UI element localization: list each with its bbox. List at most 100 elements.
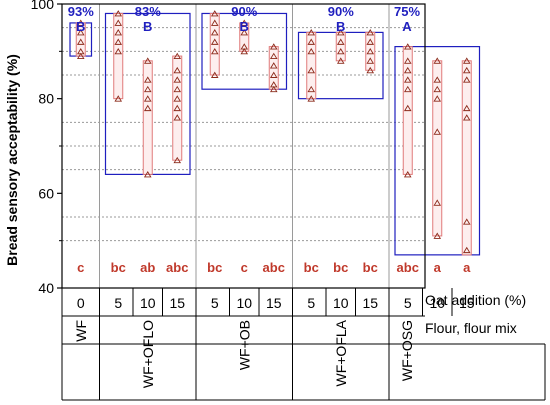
group-box	[394, 45, 481, 256]
flour-mix-name: WF+OB	[236, 320, 252, 370]
data-point-marker	[173, 114, 182, 121]
data-point-marker	[403, 104, 412, 112]
data-point-marker	[433, 85, 442, 93]
oat-addition-value: 0	[77, 295, 85, 311]
data-point-marker	[403, 76, 412, 83]
data-point-marker	[433, 128, 442, 135]
flour-mix-name: WF+OFLA	[333, 319, 349, 386]
sample-significance-label: abc	[166, 260, 188, 275]
plot-frame	[57, 3, 426, 289]
data-point-marker	[307, 85, 316, 93]
sample-significance-label: c	[241, 260, 248, 275]
data-point-marker	[336, 57, 345, 64]
sample-significance-label: a	[434, 260, 442, 275]
data-point-marker	[114, 19, 123, 26]
flour-mix-name: WF+OSG	[399, 320, 415, 381]
group-letter-label: B	[76, 19, 85, 34]
oat-addition-value: 10	[140, 295, 156, 311]
sample-range-bar	[365, 31, 376, 71]
data-point-marker	[433, 76, 442, 83]
data-point-marker	[143, 85, 152, 93]
data-point-marker	[114, 38, 123, 45]
oat-addition-value: 10	[333, 295, 349, 311]
data-point-marker	[307, 95, 316, 102]
group-letter-label: A	[402, 19, 412, 34]
data-point-marker	[210, 10, 219, 17]
data-points	[76, 10, 471, 254]
data-point-marker	[366, 47, 375, 55]
data-point-marker	[143, 104, 152, 112]
data-point-marker	[269, 52, 278, 60]
data-point-marker	[307, 38, 316, 45]
data-point-marker	[366, 38, 375, 45]
data-point-marker	[173, 156, 182, 164]
sample-significance-label: bc	[333, 260, 348, 275]
sample-range-bar	[142, 60, 153, 175]
sample-significance-label: abc	[397, 260, 419, 275]
data-point-marker	[269, 62, 278, 69]
sample-range-bar	[335, 31, 346, 62]
sample-significance-label: bc	[363, 260, 378, 275]
data-point-marker	[114, 47, 123, 55]
data-point-marker	[403, 57, 412, 64]
y-tick-label: 40	[38, 280, 54, 296]
data-point-marker	[269, 43, 278, 50]
sample-range-bar	[432, 60, 443, 237]
y-tick-label: 80	[38, 91, 54, 107]
data-point-marker	[336, 38, 345, 45]
data-point-marker	[240, 47, 249, 55]
data-point-marker	[433, 57, 442, 64]
flour-mix-name: WF+OFLO	[140, 320, 156, 388]
data-point-marker	[173, 85, 182, 93]
sample-range-bar	[172, 55, 183, 161]
group-percent-label: 90%	[231, 4, 257, 19]
flour-mix-label: Flour, flour mix	[425, 320, 517, 336]
data-point-marker	[173, 76, 182, 83]
group-letter-label: B	[336, 19, 345, 34]
sample-range-bar	[113, 12, 124, 100]
data-point-marker	[143, 95, 152, 102]
data-point-marker	[336, 47, 345, 55]
data-point-marker	[403, 85, 412, 93]
group-percent-label: 83%	[135, 4, 161, 19]
oat-addition-value: 5	[307, 295, 315, 311]
data-point-marker	[307, 47, 316, 55]
data-point-marker	[433, 199, 442, 206]
data-point-marker	[173, 104, 182, 112]
data-point-marker	[336, 29, 345, 36]
group-percent-label: 90%	[328, 4, 354, 19]
data-point-marker	[114, 10, 123, 17]
data-point-marker	[307, 29, 316, 36]
sample-ranges	[75, 12, 472, 256]
group-letter-label: B	[143, 19, 152, 34]
group-percent-label: 75%	[394, 4, 420, 19]
data-point-marker	[114, 29, 123, 36]
data-point-marker	[76, 19, 85, 26]
data-point-marker	[210, 29, 219, 36]
group-box	[201, 12, 288, 90]
data-point-marker	[403, 171, 412, 178]
data-point-marker	[462, 218, 471, 225]
oat-addition-value: 5	[404, 295, 412, 311]
data-point-marker	[433, 232, 442, 239]
sample-significance-label: bc	[207, 260, 222, 275]
y-axis-title: Bread sensory acceptability (%)	[4, 54, 20, 266]
data-point-marker	[366, 66, 375, 74]
data-point-marker	[462, 66, 471, 74]
oat-addition-value: 10	[429, 295, 445, 311]
data-point-marker	[462, 76, 471, 83]
oat-addition-value: 15	[266, 295, 282, 311]
data-point-marker	[143, 57, 152, 64]
sample-significance-label: abc	[263, 260, 285, 275]
data-point-marker	[462, 104, 471, 112]
sample-significance-label: ab	[140, 260, 155, 275]
data-point-marker	[173, 95, 182, 102]
oat-addition-value: 15	[362, 295, 378, 311]
data-point-marker	[433, 95, 442, 102]
data-point-marker	[114, 95, 123, 102]
data-point-marker	[462, 246, 471, 254]
data-point-marker	[366, 29, 375, 36]
sample-range-bar	[239, 22, 250, 52]
